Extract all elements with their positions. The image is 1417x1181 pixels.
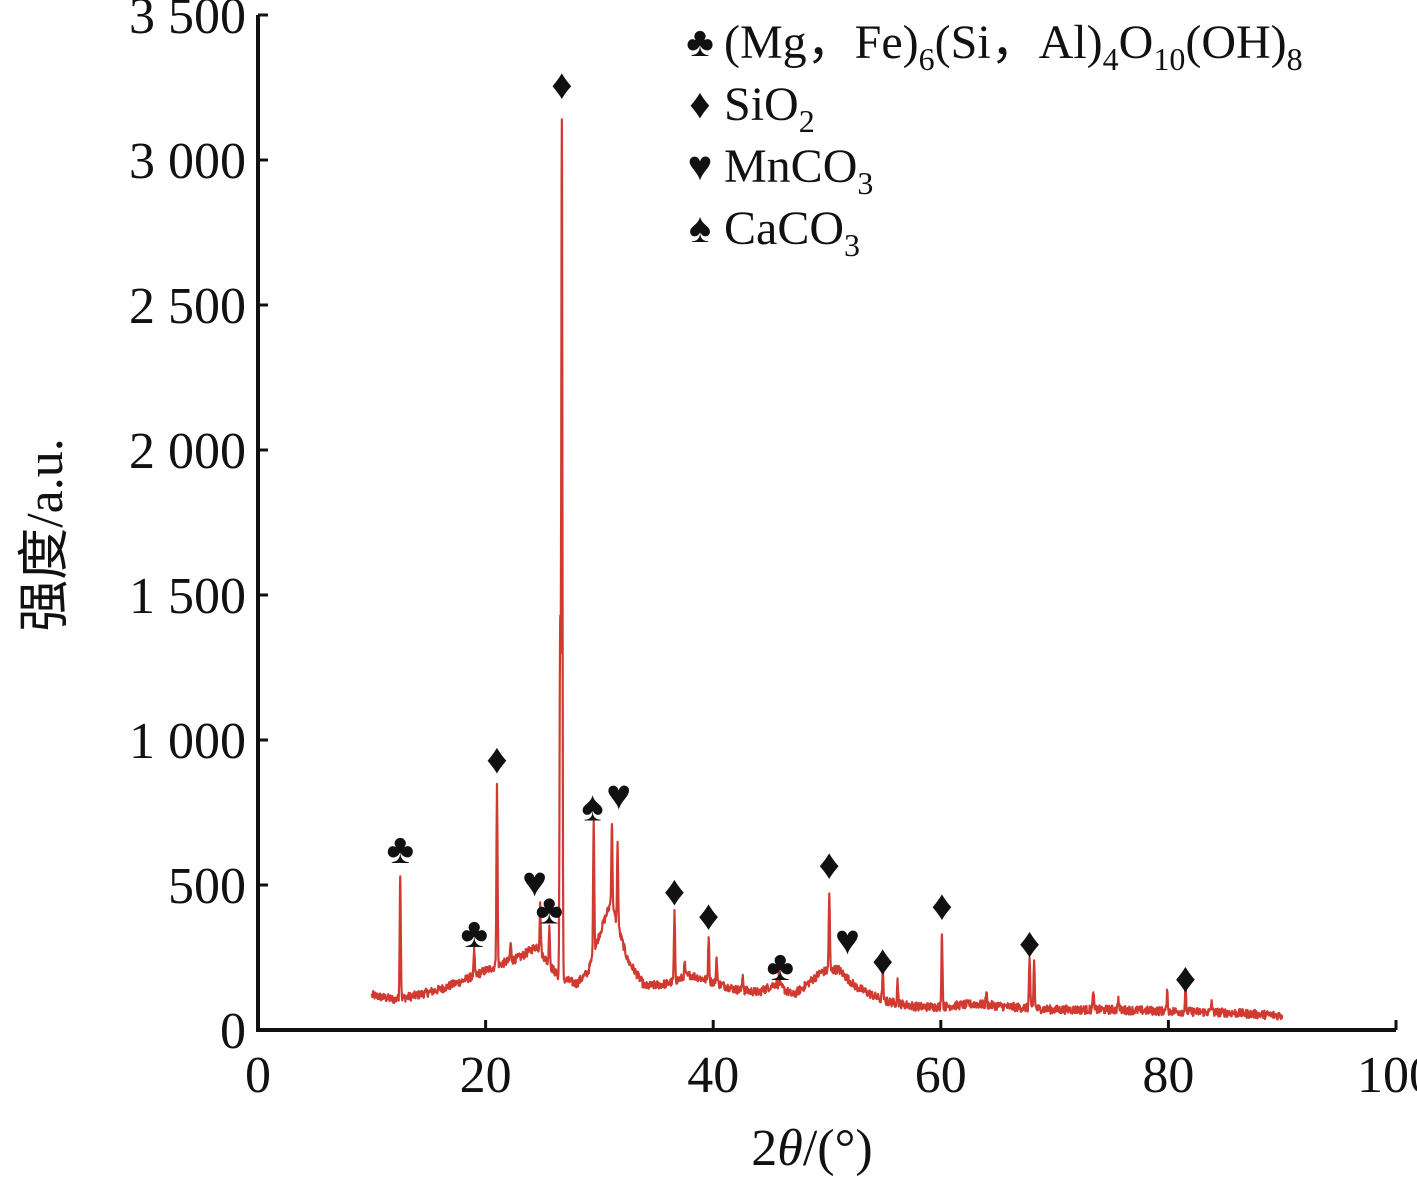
- y-tick-label: 500: [168, 858, 246, 915]
- x-axis-label-prefix: 2: [751, 1120, 777, 1177]
- x-tick-label: 80: [1142, 1047, 1194, 1104]
- x-axis-label-suffix: /(°): [803, 1120, 873, 1177]
- x-tick-label: 60: [915, 1047, 967, 1104]
- peak-marker: ♣: [767, 944, 795, 990]
- peak-marker: ♥: [606, 773, 631, 819]
- peak-marker: ♦: [931, 883, 952, 929]
- peak-marker: ♦: [486, 737, 507, 783]
- peak-marker: ♦: [1019, 921, 1040, 967]
- x-tick-label: 20: [460, 1047, 512, 1104]
- peak-marker: ♦: [664, 869, 685, 915]
- legend-symbol: ♥: [688, 144, 713, 190]
- peak-marker: ♣: [536, 888, 564, 934]
- y-tick-label: 1 500: [129, 568, 246, 625]
- legend-entry: CaCO3: [724, 202, 860, 263]
- peak-marker: ♦: [819, 843, 840, 889]
- x-tick-label: 40: [687, 1047, 739, 1104]
- peak-marker: ♦: [698, 893, 719, 939]
- peak-marker: ♥: [835, 918, 860, 964]
- legend-symbol: ♦: [689, 82, 710, 128]
- axes: [256, 15, 1396, 1032]
- peak-marker: ♣: [460, 911, 488, 957]
- legend-entry: (Mg，Fe)6(Si，Al)4O10(OH)8: [724, 16, 1303, 77]
- y-tick-label: 0: [220, 1003, 246, 1060]
- peak-marker: ♦: [551, 63, 572, 109]
- xrd-pattern-line: [370, 118, 1284, 1021]
- x-tick-label: 100: [1357, 1047, 1417, 1104]
- y-tick-label: 1 000: [129, 713, 246, 770]
- peak-marker: ♦: [872, 938, 893, 984]
- x-axis-label: 2θ/(°): [751, 1120, 872, 1177]
- y-axis-ticks: 0 500 1 000 1 500 2 000 2 500 3 000 3 500: [129, 0, 268, 1060]
- legend-entry: SiO2: [724, 78, 815, 139]
- y-tick-label: 2 000: [129, 423, 246, 480]
- x-tick-label: 0: [245, 1047, 271, 1104]
- legend: ♣ (Mg，Fe)6(Si，Al)4O10(OH)8 ♦ SiO2♥ MnCO3 ♠ CaC…: [686, 16, 1302, 263]
- peak-markers: ♣♣♦♥♣♦♠ ♥♦♦♣♦♥ ♦♦♦♦: [386, 63, 1196, 1002]
- y-tick-label: 3 500: [129, 0, 246, 45]
- y-tick-label: 2 500: [129, 278, 246, 335]
- legend-symbol: ♠: [689, 206, 711, 252]
- peak-marker: ♠: [581, 785, 603, 831]
- peak-marker: ♥: [522, 860, 547, 906]
- x-axis-label-theta: θ: [777, 1120, 803, 1177]
- peak-marker: ♦: [1175, 956, 1196, 1002]
- y-axis-label: 强度/a.u.: [17, 438, 74, 632]
- legend-symbol: ♣: [686, 20, 714, 66]
- legend-entry: MnCO3: [724, 140, 873, 201]
- y-tick-label: 3 000: [129, 133, 246, 190]
- peak-marker: ♣: [386, 827, 414, 873]
- x-axis-ticks: 0 20 40 60 80 100: [245, 1020, 1417, 1104]
